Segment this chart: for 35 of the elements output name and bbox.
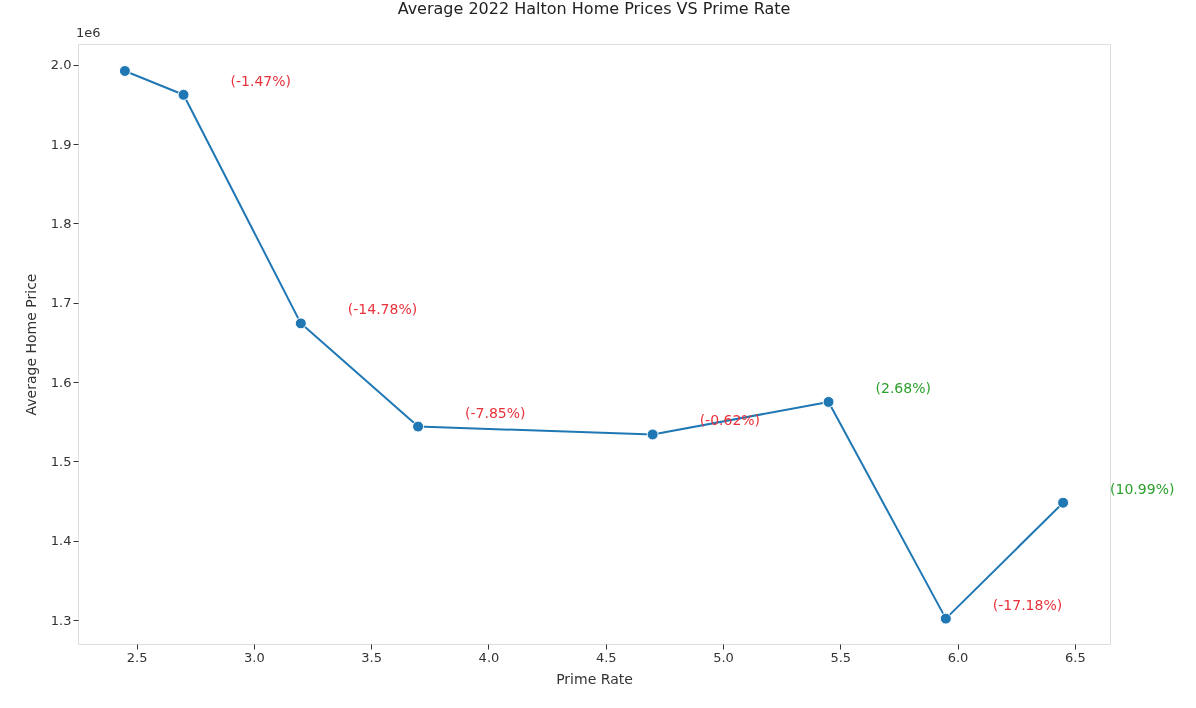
y-tick-label: 1.7 bbox=[50, 295, 72, 311]
y-tick-label: 1.4 bbox=[50, 533, 72, 549]
annotation: (10.99%) bbox=[1110, 480, 1175, 497]
text: 1e6 bbox=[76, 25, 101, 40]
x-tick-label: 4.5 bbox=[595, 649, 617, 665]
point bbox=[118, 65, 131, 77]
annotation: (-17.18%) bbox=[992, 596, 1063, 613]
y-axis-title: Average Home Price bbox=[22, 273, 39, 416]
annotation: (-7.85%) bbox=[465, 404, 526, 421]
point bbox=[822, 395, 835, 408]
x-tick-label: 3.0 bbox=[244, 649, 265, 665]
x-tick-label: 2.5 bbox=[126, 649, 148, 665]
y-tick-label: 2.0 bbox=[50, 57, 72, 73]
y-tick-label: 1.5 bbox=[50, 453, 72, 469]
point bbox=[1057, 496, 1070, 509]
x-tick-label: 4.0 bbox=[478, 649, 500, 665]
point bbox=[294, 317, 307, 330]
y-tick-label: 1.8 bbox=[50, 215, 72, 231]
y-tick-label: 1.3 bbox=[50, 612, 72, 628]
annotation: (2.68%) bbox=[875, 379, 931, 396]
x-tick-label: 3.5 bbox=[361, 649, 383, 665]
x-axis-title: Prime Rate bbox=[556, 670, 633, 687]
point bbox=[939, 612, 952, 625]
y-tick-label: 1.6 bbox=[50, 374, 72, 390]
point bbox=[177, 88, 190, 101]
chart-title: Average 2022 Halton Home Prices VS Prime Rate bbox=[397, 0, 791, 18]
x-tick-label: 5.0 bbox=[713, 649, 734, 665]
x-tick-label: 5.5 bbox=[830, 649, 852, 665]
x-tick-label: 6.0 bbox=[947, 649, 969, 665]
x-tick-label: 6.5 bbox=[1064, 649, 1086, 665]
point bbox=[412, 420, 425, 433]
point bbox=[646, 428, 659, 441]
annotation: (-1.47%) bbox=[230, 72, 291, 89]
y-tick-label: 1.9 bbox=[50, 136, 72, 152]
annotation: (-14.78%) bbox=[347, 301, 418, 318]
